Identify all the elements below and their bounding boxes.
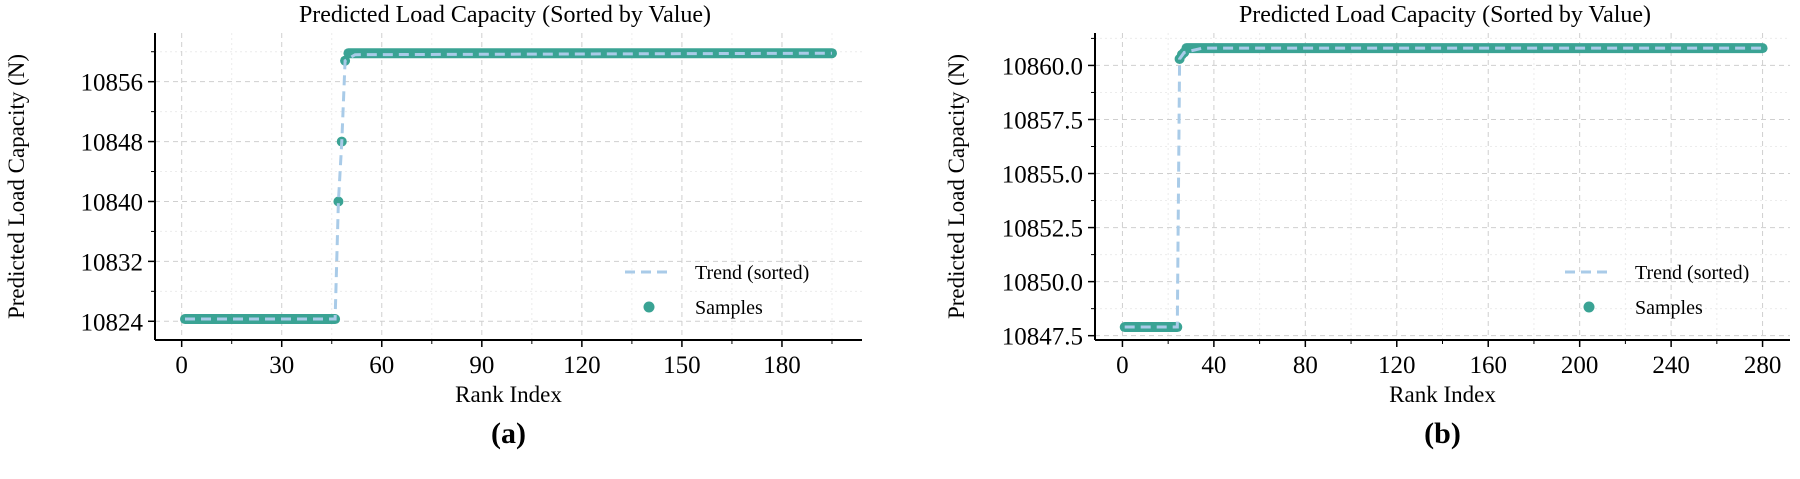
- chart-title: Predicted Load Capacity (Sorted by Value…: [299, 2, 711, 28]
- y-tick-label: 10840: [81, 189, 144, 216]
- x-tick-label: 200: [1561, 352, 1599, 379]
- chart-title: Predicted Load Capacity (Sorted by Value…: [1239, 2, 1651, 28]
- x-axis-label: Rank Index: [455, 382, 562, 407]
- x-tick-label: 0: [1116, 352, 1129, 379]
- y-tick-label: 10857.5: [1002, 107, 1083, 134]
- y-tick-label: 10856: [81, 70, 144, 97]
- legend-trend-label: Trend (sorted): [695, 262, 809, 284]
- x-tick-label: 150: [663, 352, 701, 379]
- x-tick-label: 80: [1293, 352, 1318, 379]
- panel-label: (a): [491, 417, 526, 450]
- y-tick-label: 10847.5: [1002, 324, 1083, 351]
- x-tick-label: 120: [1378, 352, 1416, 379]
- y-tick-label: 10855.0: [1002, 162, 1083, 189]
- x-tick-label: 90: [469, 352, 494, 379]
- y-tick-label: 10848: [81, 130, 144, 157]
- y-tick-label: 10852.5: [1002, 216, 1083, 243]
- x-tick-label: 0: [175, 352, 188, 379]
- x-tick-label: 180: [763, 352, 801, 379]
- legend-trend-label: Trend (sorted): [1635, 262, 1749, 284]
- y-tick-label: 10860.0: [1002, 53, 1083, 80]
- sample-point: [333, 196, 344, 207]
- y-axis-label: Predicted Load Capacity (N): [4, 54, 29, 319]
- x-tick-label: 160: [1469, 352, 1507, 379]
- y-tick-label: 10850.0: [1002, 270, 1083, 297]
- x-axis-label: Rank Index: [1389, 382, 1496, 407]
- x-tick-label: 60: [369, 352, 394, 379]
- x-tick-label: 240: [1652, 352, 1690, 379]
- legend-samples-swatch: [643, 301, 655, 313]
- legend-samples-label: Samples: [1635, 297, 1703, 319]
- trend-line: [1124, 46, 1763, 329]
- trend-line: [185, 51, 833, 321]
- x-tick-label: 120: [563, 352, 601, 379]
- chart-panel-b: 0 40 80 120 160 200 240 280 10847.5 10850.0 10852.…: [944, 2, 1790, 450]
- legend-samples-swatch: [1583, 301, 1595, 313]
- y-axis-label: Predicted Load Capacity (N): [944, 54, 969, 319]
- x-tick-label: 30: [269, 352, 294, 379]
- x-tick-label: 280: [1744, 352, 1782, 379]
- legend-samples-label: Samples: [695, 297, 763, 319]
- y-tick-label: 10824: [81, 309, 144, 336]
- y-tick-label: 10832: [81, 249, 144, 276]
- panel-label: (b): [1424, 417, 1461, 450]
- chart-panel-a: 0 30 60 90 120 150 180 10824 10832 10840 10848 1085…: [4, 2, 862, 450]
- x-tick-label: 40: [1201, 352, 1226, 379]
